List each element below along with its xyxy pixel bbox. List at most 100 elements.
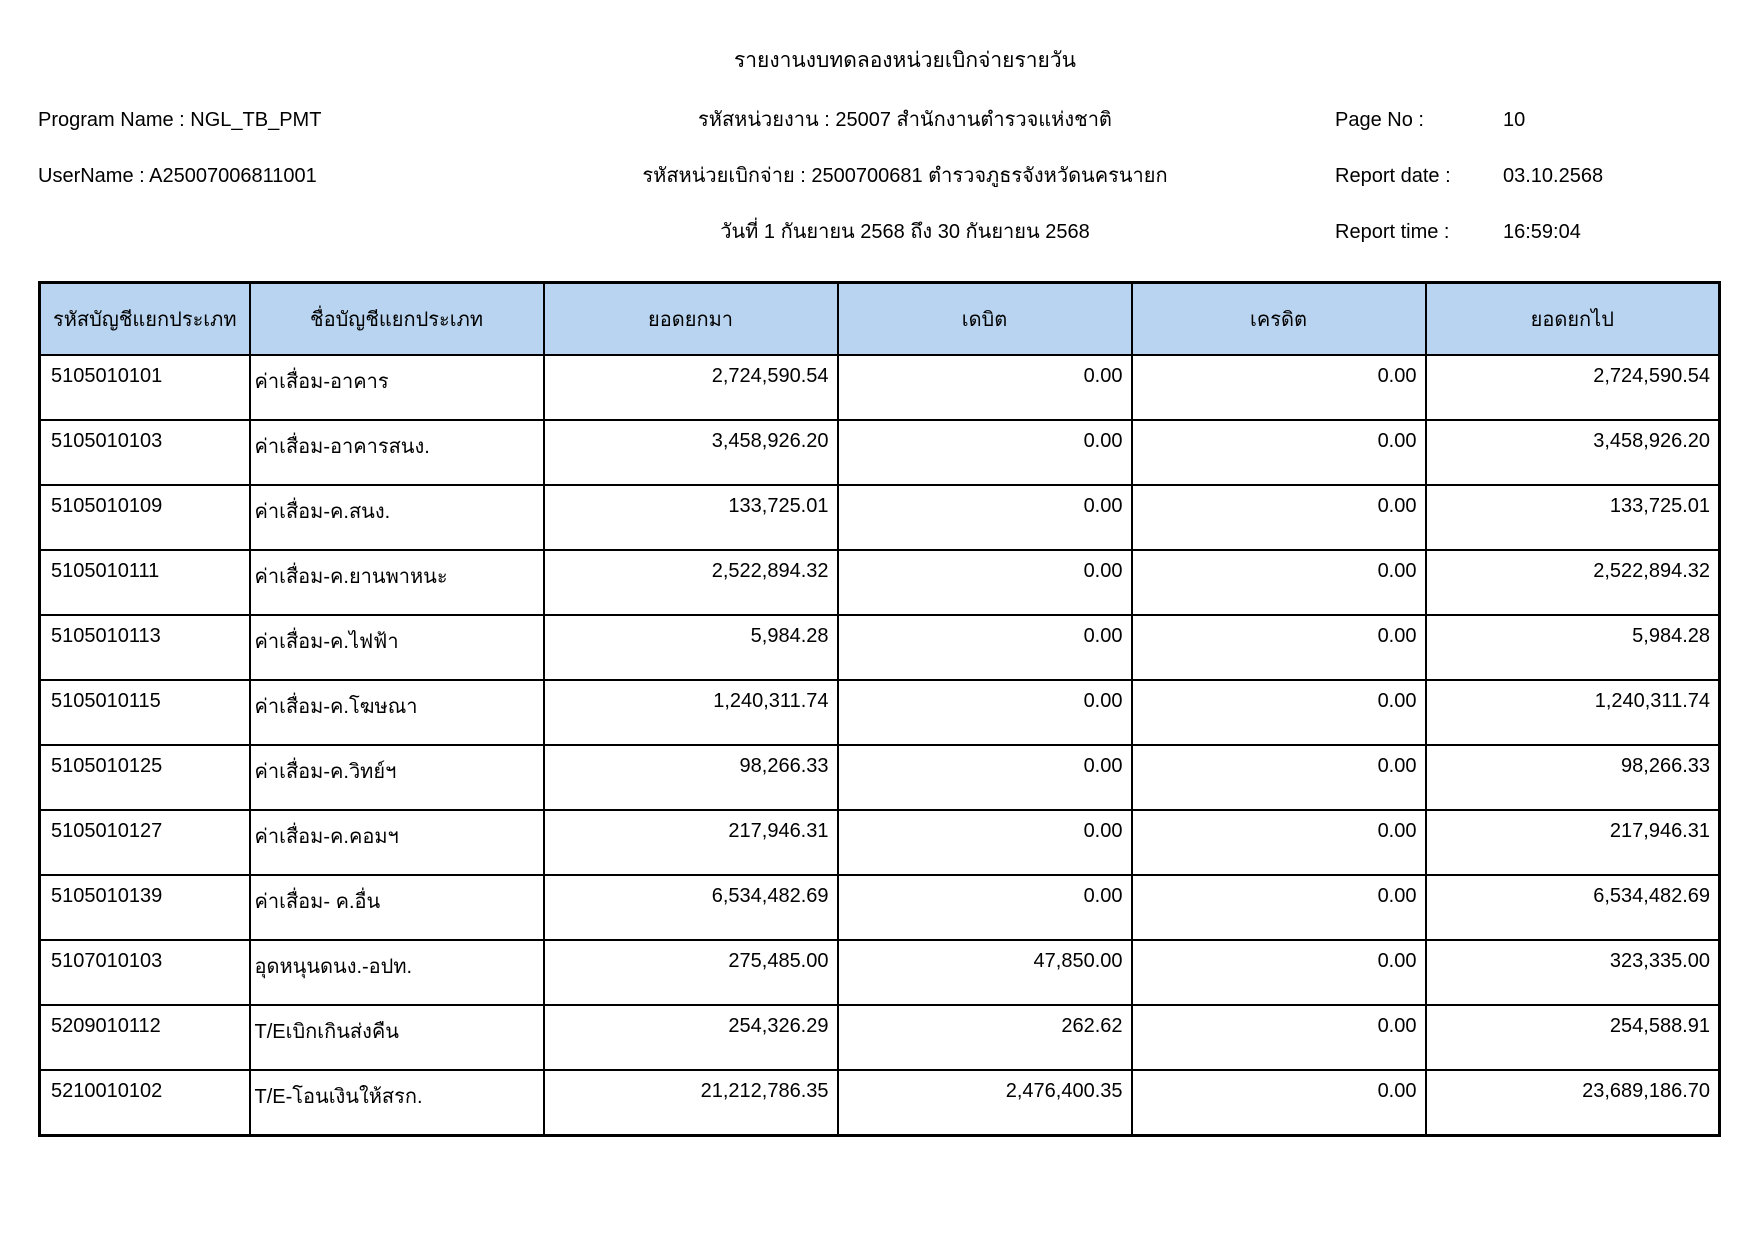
cell-account-code: 5209010112 (38, 1004, 251, 1071)
cell-debit: 0.00 (836, 874, 1133, 941)
report-date-line: Report date : 03.10.2568 (1272, 163, 1717, 219)
table-row: 5105010101 ค่าเสื่อม-อาคาร 2,724,590.54 0.0… (38, 354, 1721, 421)
cell-credit: 0.00 (1130, 809, 1427, 876)
header-credit: เครดิต (1130, 281, 1427, 356)
cell-closing-balance: 217,946.31 (1424, 809, 1721, 876)
cell-account-name: ค่าเสื่อม- ค.อื่น (248, 874, 545, 941)
program-name-line: Program Name : NGL_TB_PMT (38, 107, 538, 163)
cell-credit: 0.00 (1130, 744, 1427, 811)
page-no-value: 10 (1503, 109, 1526, 131)
report-date-label: Report date : (1335, 165, 1451, 187)
cell-opening-balance: 21,212,786.35 (542, 1069, 839, 1137)
program-name-value: NGL_TB_PMT (190, 109, 322, 131)
username-value: A25007006811001 (149, 165, 317, 187)
page-no-label: Page No : (1335, 109, 1424, 131)
table-row: 5105010127 ค่าเสื่อม-ค.คอมฯ 217,946.31 0.00… (38, 809, 1721, 876)
cell-credit: 0.00 (1130, 679, 1427, 746)
meta-left-spacer (38, 219, 538, 275)
cell-account-code: 5107010103 (38, 939, 251, 1006)
cell-account-code: 5105010113 (38, 614, 251, 681)
table-row: 5105010125 ค่าเสื่อม-ค.วิทย์ฯ 98,266.33 0.0… (38, 744, 1721, 811)
cell-opening-balance: 1,240,311.74 (542, 679, 839, 746)
cell-account-name: ค่าเสื่อม-ค.ยานพาหนะ (248, 549, 545, 616)
cell-debit: 0.00 (836, 679, 1133, 746)
cell-credit: 0.00 (1130, 874, 1427, 941)
page-no-line: Page No : 10 (1272, 107, 1717, 163)
table-row: 5209010112 T/Eเบิกเกินส่งคืน 254,326.29 262… (38, 1004, 1721, 1071)
cell-closing-balance: 133,725.01 (1424, 484, 1721, 551)
cell-debit: 0.00 (836, 484, 1133, 551)
cell-closing-balance: 2,724,590.54 (1424, 354, 1721, 421)
cell-account-code: 5105010111 (38, 549, 251, 616)
cell-account-name: ค่าเสื่อม-อาคารสนง. (248, 419, 545, 486)
cell-credit: 0.00 (1130, 614, 1427, 681)
cell-debit: 47,850.00 (836, 939, 1133, 1006)
table-row: 5105010115 ค่าเสื่อม-ค.โฆษณา 1,240,311.74 0… (38, 679, 1721, 746)
cell-account-name: อุดหนุนดนง.-อปท. (248, 939, 545, 1006)
cell-debit: 0.00 (836, 614, 1133, 681)
table-row: 5105010111 ค่าเสื่อม-ค.ยานพาหนะ 2,522,894.… (38, 549, 1721, 616)
table-row: 5105010139 ค่าเสื่อม- ค.อื่น 6,534,482.69 0… (38, 874, 1721, 941)
cell-debit: 0.00 (836, 419, 1133, 486)
cell-debit: 0.00 (836, 354, 1133, 421)
report-title: รายงานงบทดลองหน่วยเบิกจ่ายรายวัน (733, 49, 1077, 72)
table-body: 5105010101 ค่าเสื่อม-อาคาร 2,724,590.54 0.0… (38, 354, 1721, 1137)
cell-account-name: T/E-โอนเงินให้สรก. (248, 1069, 545, 1137)
header-opening-balance: ยอดยกมา (542, 281, 839, 356)
cell-account-code: 5210010102 (38, 1069, 251, 1137)
header-debit: เดบิต (836, 281, 1133, 356)
cell-account-code: 5105010115 (38, 679, 251, 746)
cell-account-code: 5105010139 (38, 874, 251, 941)
cell-account-code: 5105010125 (38, 744, 251, 811)
cell-closing-balance: 3,458,926.20 (1424, 419, 1721, 486)
cell-opening-balance: 3,458,926.20 (542, 419, 839, 486)
report-time-label: Report time : (1335, 221, 1450, 243)
cell-account-name: ค่าเสื่อม-ค.วิทย์ฯ (248, 744, 545, 811)
table-row: 5210010102 T/E-โอนเงินให้สรก. 21,212,786.3… (38, 1069, 1721, 1137)
cell-credit: 0.00 (1130, 939, 1427, 1006)
cell-credit: 0.00 (1130, 1004, 1427, 1071)
username-line: UserName : A25007006811001 (38, 163, 538, 219)
cell-debit: 0.00 (836, 549, 1133, 616)
cell-account-name: T/Eเบิกเกินส่งคืน (248, 1004, 545, 1071)
date-range-line: วันที่ 1 กันยายน 2568 ถึง 30 กันยายน 256… (720, 221, 1090, 243)
cell-account-code: 5105010101 (38, 354, 251, 421)
table-header: รหัสบัญชีแยกประเภท ชื่อบัญชีแยกประเภท ยอ… (38, 281, 1721, 356)
table-row: 5107010103 อุดหนุนดนง.-อปท. 275,485.00 47,8… (38, 939, 1721, 1006)
cell-account-code: 5105010127 (38, 809, 251, 876)
cell-account-name: ค่าเสื่อม-ค.สนง. (248, 484, 545, 551)
cell-debit: 0.00 (836, 809, 1133, 876)
cell-closing-balance: 98,266.33 (1424, 744, 1721, 811)
cell-debit: 2,476,400.35 (836, 1069, 1133, 1137)
cell-closing-balance: 6,534,482.69 (1424, 874, 1721, 941)
header-account-code: รหัสบัญชีแยกประเภท (38, 281, 251, 356)
cell-credit: 0.00 (1130, 1069, 1427, 1137)
trial-balance-table: รหัสบัญชีแยกประเภท ชื่อบัญชีแยกประเภท ยอ… (38, 281, 1721, 1137)
cell-opening-balance: 5,984.28 (542, 614, 839, 681)
cell-credit: 0.00 (1130, 354, 1427, 421)
cell-opening-balance: 2,522,894.32 (542, 549, 839, 616)
agency-code-line: รหัสหน่วยงาน : 25007 สำนักงานตำรวจแห่งชา… (698, 109, 1112, 131)
report-meta: Program Name : NGL_TB_PMT รหัสหน่วยงาน :… (38, 107, 1717, 275)
cell-closing-balance: 254,588.91 (1424, 1004, 1721, 1071)
cell-opening-balance: 6,534,482.69 (542, 874, 839, 941)
table-row: 5105010109 ค่าเสื่อม-ค.สนง. 133,725.01 0.00… (38, 484, 1721, 551)
disbursement-unit-line: รหัสหน่วยเบิกจ่าย : 2500700681 ตำรวจภูธร… (642, 165, 1168, 187)
cell-account-name: ค่าเสื่อม-ค.คอมฯ (248, 809, 545, 876)
cell-account-name: ค่าเสื่อม-อาคาร (248, 354, 545, 421)
cell-closing-balance: 5,984.28 (1424, 614, 1721, 681)
cell-opening-balance: 254,326.29 (542, 1004, 839, 1071)
cell-debit: 262.62 (836, 1004, 1133, 1071)
cell-closing-balance: 23,689,186.70 (1424, 1069, 1721, 1137)
cell-opening-balance: 98,266.33 (542, 744, 839, 811)
cell-opening-balance: 217,946.31 (542, 809, 839, 876)
cell-closing-balance: 323,335.00 (1424, 939, 1721, 1006)
cell-opening-balance: 2,724,590.54 (542, 354, 839, 421)
cell-opening-balance: 275,485.00 (542, 939, 839, 1006)
cell-debit: 0.00 (836, 744, 1133, 811)
table-row: 5105010113 ค่าเสื่อม-ค.ไฟฟ้า 5,984.28 0.00 0… (38, 614, 1721, 681)
cell-opening-balance: 133,725.01 (542, 484, 839, 551)
header-closing-balance: ยอดยกไป (1424, 281, 1721, 356)
cell-closing-balance: 1,240,311.74 (1424, 679, 1721, 746)
